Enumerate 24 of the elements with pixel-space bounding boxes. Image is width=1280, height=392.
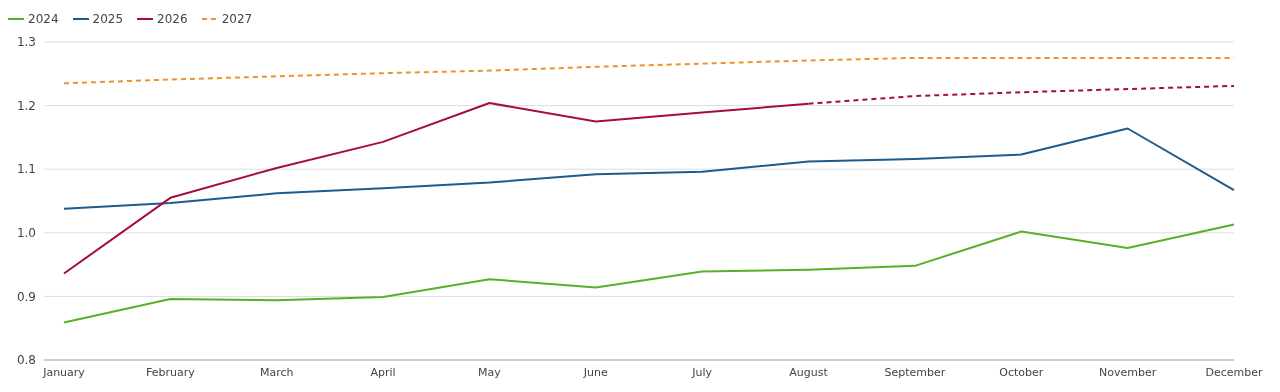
x-tick-label: December (1205, 365, 1263, 379)
x-tick-label: November (1099, 365, 1157, 379)
y-tick-label: 1.2 (16, 98, 36, 113)
legend-label: 2024 (27, 12, 59, 26)
y-tick-label: 0.9 (16, 289, 36, 304)
legend-label: 2027 (220, 12, 253, 26)
x-tick-label: August (789, 365, 829, 379)
legend-label: 2025 (91, 12, 124, 26)
x-tick-label: September (884, 365, 946, 379)
x-tick-label: July (691, 365, 713, 379)
legend-label: 2026 (156, 12, 188, 26)
x-tick-label: March (259, 365, 294, 379)
x-tick-label: June (582, 365, 609, 379)
x-tick-label: April (370, 365, 396, 379)
line-series (63, 127, 1235, 210)
y-tick-label: 1.1 (16, 162, 36, 177)
x-tick-label: May (478, 365, 502, 379)
x-tick-label: February (145, 365, 196, 379)
y-tick-label: 1.3 (16, 35, 36, 50)
x-tick-label: October (999, 365, 1044, 379)
y-tick-label: 0.8 (16, 353, 36, 368)
y-tick-label: 1.0 (16, 226, 36, 241)
x-tick-label: January (42, 365, 86, 379)
line-series (63, 223, 1235, 324)
